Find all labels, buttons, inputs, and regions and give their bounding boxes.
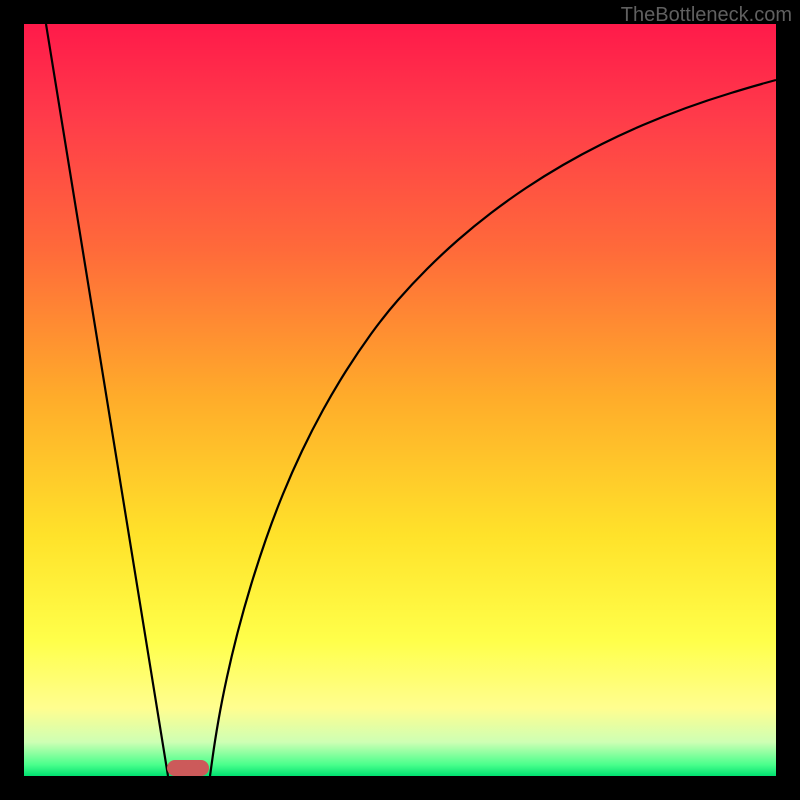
bottleneck-chart bbox=[0, 0, 800, 800]
optimal-point-marker bbox=[167, 760, 209, 776]
gradient-plot-area bbox=[24, 24, 776, 776]
chart-container: TheBottleneck.com bbox=[0, 0, 800, 800]
watermark-text: TheBottleneck.com bbox=[621, 4, 792, 27]
